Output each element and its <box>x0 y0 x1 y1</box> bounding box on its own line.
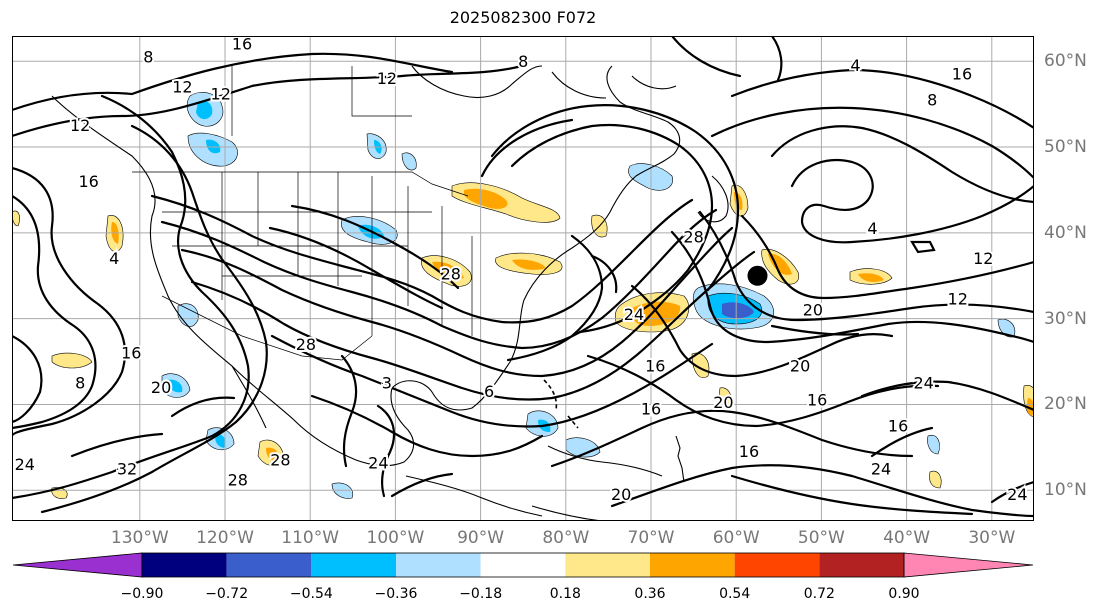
contour-label: 32 <box>117 459 137 478</box>
contour-label: 16 <box>739 442 759 461</box>
latitude-label: 20°N <box>1044 394 1087 415</box>
latitude-label: 10°N <box>1044 480 1087 501</box>
contour-label: 28 <box>296 335 316 354</box>
contour-label: 8 <box>75 374 85 393</box>
colorbar-segment <box>650 553 735 577</box>
contour-label: 3 <box>382 374 392 393</box>
longitude-label: 40°W <box>883 528 931 548</box>
coastlines <box>51 65 729 521</box>
contour-label: 12 <box>377 69 397 88</box>
latitude-label: 50°N <box>1044 137 1087 158</box>
latitude-label: 30°N <box>1044 308 1087 329</box>
contour-label: 20 <box>713 393 733 412</box>
longitude-label: 130°W <box>110 528 169 548</box>
colorbar-segment <box>226 553 312 577</box>
colorbar <box>12 552 1034 578</box>
latitude-label: 60°N <box>1044 51 1087 72</box>
colorbar-segments <box>12 552 1034 578</box>
contour-label: 12 <box>211 84 231 103</box>
contour-label: 24 <box>913 374 933 393</box>
longitude-label: 70°W <box>627 528 675 548</box>
contour-label: 16 <box>807 391 827 410</box>
contour-label: 28 <box>270 451 290 470</box>
contour-label: 12 <box>70 116 90 135</box>
colorbar-tick-label: 0.54 <box>719 586 751 602</box>
colorbar-tick-label: −0.18 <box>459 586 503 602</box>
contour-label: 16 <box>121 343 141 362</box>
contour-label: 24 <box>15 455 35 474</box>
contour-label: 28 <box>441 265 461 284</box>
contour-label: 8 <box>143 47 153 66</box>
colorbar-tick-label: −0.72 <box>205 586 249 602</box>
contour-label: 24 <box>368 453 388 472</box>
contour-label: 4 <box>850 56 860 75</box>
longitude-label: 100°W <box>366 528 425 548</box>
contour-label: 24 <box>624 305 644 324</box>
contour-label: 8 <box>518 52 528 71</box>
longitude-label: 90°W <box>457 528 505 548</box>
contour-label: 20 <box>803 301 823 320</box>
colorbar-tick-label: 0.36 <box>634 586 666 602</box>
contour-label: 16 <box>232 36 252 54</box>
colorbar-tick-label: −0.36 <box>374 586 418 602</box>
colorbar-segment <box>142 553 227 577</box>
colorbar-tick-label: −0.54 <box>289 586 333 602</box>
contour-label: 28 <box>228 470 248 489</box>
dashed-contour <box>543 379 579 429</box>
contour-label: 24 <box>1007 485 1027 504</box>
latitude-label: 40°N <box>1044 222 1087 243</box>
contour-label: 20 <box>790 356 810 375</box>
longitude-label: 60°W <box>712 528 760 548</box>
weather-map: 16 8 12 12 12 16 8 12 4 16 8 4 12 12 20 28 24 28 16 20 8 4 28 3… <box>12 36 1034 521</box>
map-title: 2025082300 F072 <box>449 8 597 27</box>
longitude-label: 110°W <box>281 528 340 548</box>
contour-label: 20 <box>611 485 631 504</box>
colorbar-extend-high <box>903 552 1034 578</box>
colorbar-outline <box>141 552 905 578</box>
colorbar-segment <box>819 553 904 577</box>
anomaly-shading <box>12 92 1034 499</box>
colorbar-segment <box>734 553 820 577</box>
longitude-label: 50°W <box>797 528 845 548</box>
contour-label: 12 <box>948 289 968 308</box>
colorbar-segment <box>311 553 396 577</box>
longitude-label: 30°W <box>968 528 1016 548</box>
contour-label: 16 <box>645 356 665 375</box>
longitude-label: 80°W <box>542 528 590 548</box>
contour-label: 8 <box>927 90 937 109</box>
contour-label: 20 <box>151 378 171 397</box>
colorbar-segment <box>480 553 566 577</box>
contour-lines <box>12 36 1034 518</box>
contour-labels: 16 8 12 12 12 16 8 12 4 16 8 4 12 12 20 28 24 28 16 20 8 4 28 3… <box>13 36 1030 506</box>
colorbar-segment <box>565 553 650 577</box>
contour-label: 16 <box>952 65 972 84</box>
location-marker <box>747 265 768 286</box>
colorbar-tick-label: 0.18 <box>549 586 581 602</box>
contour-label: 24 <box>871 459 891 478</box>
longitude-label: 120°W <box>196 528 254 548</box>
contour-label: 16 <box>641 399 661 418</box>
contour-label: 6 <box>484 382 494 401</box>
contour-label: 4 <box>109 249 119 268</box>
contour-label: 28 <box>683 228 703 247</box>
contour-label: 16 <box>79 172 99 191</box>
colorbar-tick-label: −0.90 <box>120 586 164 602</box>
colorbar-tick-label: 0.90 <box>888 586 920 602</box>
colorbar-segment <box>396 553 481 577</box>
colorbar-extend-low <box>12 552 143 578</box>
contour-label: 4 <box>867 219 877 238</box>
contour-label: 12 <box>973 249 993 268</box>
political-borders <box>132 66 473 361</box>
contour-label: 16 <box>888 416 908 435</box>
contour-label: 12 <box>172 78 192 97</box>
colorbar-tick-label: 0.72 <box>803 586 835 602</box>
